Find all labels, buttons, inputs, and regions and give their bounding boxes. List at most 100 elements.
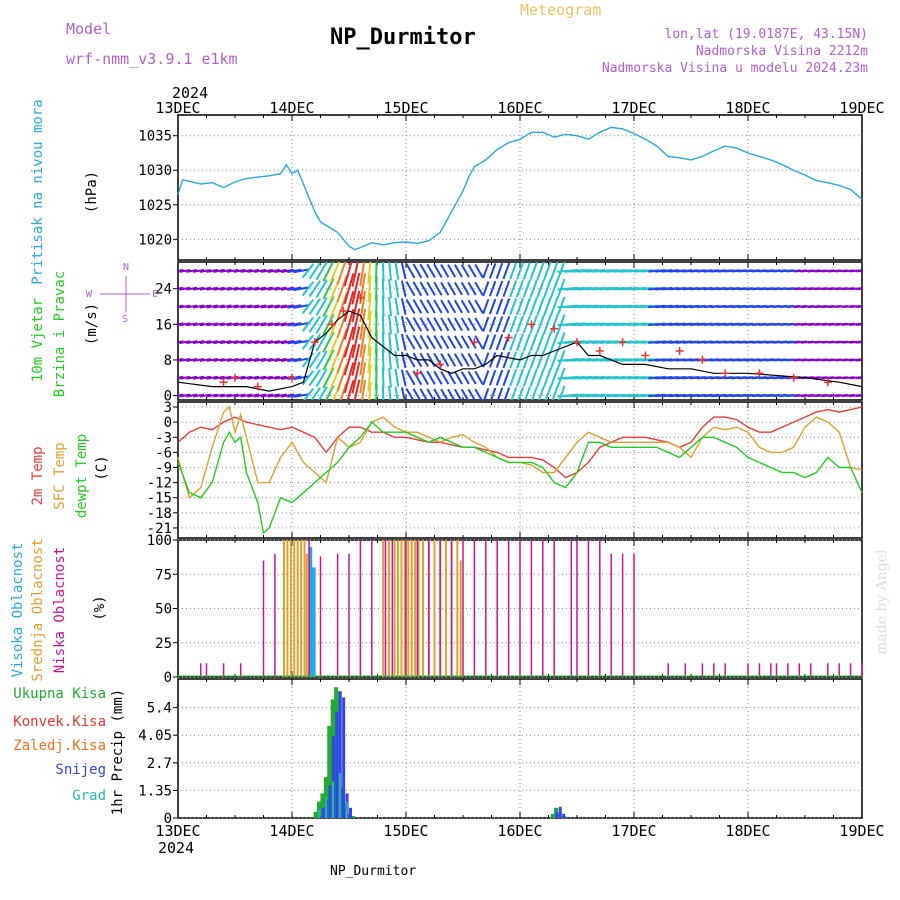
snow-bar [562,813,566,818]
wind-arrow [359,308,367,340]
time-label: 15DEC [383,99,428,117]
wind-arrow [287,304,302,309]
wind-arrow [433,263,443,278]
wind-arrow [440,335,450,350]
wind-arrow [544,386,552,400]
wind-arrow [453,353,463,367]
wind-gust-marker [288,373,296,382]
wind-arrow [280,393,295,398]
wind-arrow [267,340,280,345]
total-precip-bar [313,811,318,818]
wind-arrow [388,332,392,352]
wind-arrow [351,272,361,305]
sfc-temp-line [177,405,863,499]
wind-arrow [447,388,456,400]
wind-arrow [233,322,246,327]
wind-arrow [856,287,862,291]
wind-arrow [381,385,385,400]
wind-arrow [254,304,267,309]
wind-arrow [426,334,436,350]
year-bottom: 2024 [158,839,194,857]
wind-arrow [303,388,315,400]
ytick-label: 2.7 [147,756,172,772]
wind-gust-marker [327,320,336,329]
wind-arrow [543,332,552,352]
ytick-label: 100 [147,533,172,549]
wind-arrow [287,286,302,291]
snow-bar [555,811,559,818]
wind-arrow [274,340,287,345]
wind-arrow [367,293,372,320]
wind-gust-marker [339,306,348,315]
wind-arrow [178,286,184,290]
wind-arrow [474,388,483,400]
wind-arrow [549,350,559,370]
wind-arrow [522,350,531,369]
wind-arrow [351,262,359,287]
wind-arrow [179,375,191,380]
wind-arrow [515,297,525,316]
wind-arrow [233,286,246,291]
wind-arrow [317,386,328,400]
wind-arrow [247,393,260,398]
wind-arrow [433,388,442,400]
wind-arrow [400,369,407,387]
wind-gust-marker [641,351,650,360]
wind-arrow [400,315,407,333]
wind-arrow [522,262,531,280]
wind-arrow [515,279,525,298]
wind-arrow [287,322,302,327]
wind-arrow [460,281,470,296]
wind-arrow [179,268,191,273]
pressure-line [177,126,863,251]
wind-arrow [199,340,212,345]
wind-arrow [186,322,198,327]
wind-arrow [325,385,335,400]
wind-arrow [322,349,335,371]
wind-arrow [206,357,218,362]
panels: 102010251030103508162430-3-6-9-12-15-18-… [138,114,863,827]
wind-arrow [308,351,321,369]
wind-arrow [213,304,225,309]
wind-arrow [495,298,504,315]
ytick-label: 50 [155,602,172,618]
time-label: 13DEC [155,822,200,840]
hail-bar [345,801,348,818]
wind-arrow [267,375,280,380]
wind-arrow [351,326,361,359]
wind-arrow [515,333,525,351]
wind-arrow [529,297,538,316]
wind-arrow [192,393,205,398]
wind-arrow [482,263,490,279]
wind-arrow [178,304,184,308]
wind-arrow [267,268,280,273]
wind-arrow [247,322,260,327]
wind-arrow [353,379,361,400]
wind-arrow [549,368,559,388]
wind-arrow [394,297,400,316]
wind-arrow [543,297,552,316]
wind-arrow [495,316,504,333]
wind-arrow [260,375,274,380]
wind-arrow [351,361,361,394]
wind-arrow [388,262,392,281]
wind-arrow [274,357,287,362]
wind-arrow [336,292,348,321]
total-precip-bar [320,793,325,818]
wind-arrow [400,298,407,315]
wind-arrow [394,333,400,352]
wind-arrow [267,393,280,398]
wind-arrow [367,364,372,392]
wind-arrow [388,350,392,370]
wind-arrow [474,281,484,296]
wind-arrow [178,393,184,397]
wind-arrow [549,296,559,317]
wind-arrow [199,268,212,273]
wind-arrow [460,370,470,385]
wind-arrow [343,362,355,394]
mid-cloud-label: Srednja Oblacnost [30,538,46,681]
wind-arrow [856,323,862,326]
legend-total-precip: Ukupna Kisa [13,686,106,702]
wind-arrow [360,380,367,400]
precip-panel-labels: Ukupna Kisa Konvek.Kisa Zaledj.Kisa Snij… [13,686,126,815]
